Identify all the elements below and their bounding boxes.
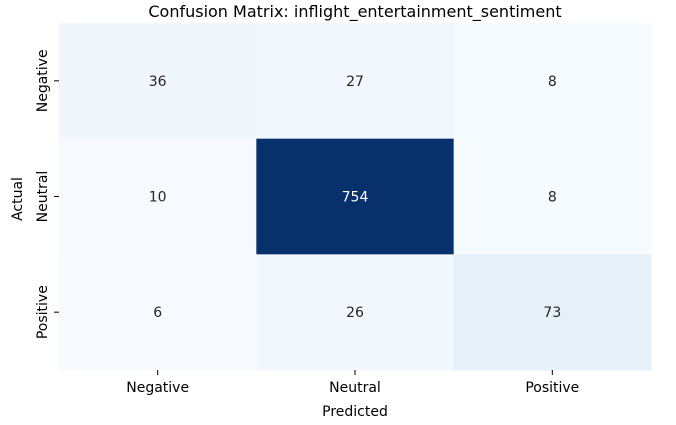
x-tick-label: Positive xyxy=(525,380,579,396)
heatmap-cell-value: 6 xyxy=(153,305,162,321)
y-axis-label: Actual xyxy=(10,177,26,221)
y-tick-label: Neutral xyxy=(35,171,51,223)
y-tick-label: Positive xyxy=(35,285,51,339)
x-tick-label: Neutral xyxy=(329,380,381,396)
chart-title: Confusion Matrix: inflight_entertainment… xyxy=(148,2,561,22)
y-tick-label: Negative xyxy=(35,49,51,112)
heatmap-cell xyxy=(59,23,257,140)
heatmap-cell xyxy=(453,23,652,140)
heatmap-cell xyxy=(453,254,652,371)
heatmap-cells: 36 27 8 10 754 8 6 26 73 xyxy=(59,23,652,371)
heatmap-cell xyxy=(59,254,257,371)
heatmap-cell-value: 10 xyxy=(149,190,167,206)
x-tick-label: Negative xyxy=(126,380,189,396)
heatmap-cell-value: 8 xyxy=(548,190,557,206)
heatmap-cell-value: 27 xyxy=(346,74,364,90)
heatmap-cell-value: 8 xyxy=(548,74,557,90)
y-axis-ticks: Negative Neutral Positive xyxy=(35,49,59,339)
heatmap-cell-value: 36 xyxy=(149,74,167,90)
heatmap-cell-value: 26 xyxy=(346,305,364,321)
heatmap-cell xyxy=(59,138,257,255)
x-axis-ticks: Negative Neutral Positive xyxy=(126,370,579,396)
x-axis-label: Predicted xyxy=(322,404,388,420)
heatmap-cell-value: 73 xyxy=(543,305,561,321)
heatmap-cell xyxy=(256,254,455,371)
heatmap-cell xyxy=(256,138,455,255)
heatmap-cell-value: 754 xyxy=(342,190,369,206)
heatmap-cell xyxy=(256,23,455,140)
heatmap-cell xyxy=(453,138,652,255)
